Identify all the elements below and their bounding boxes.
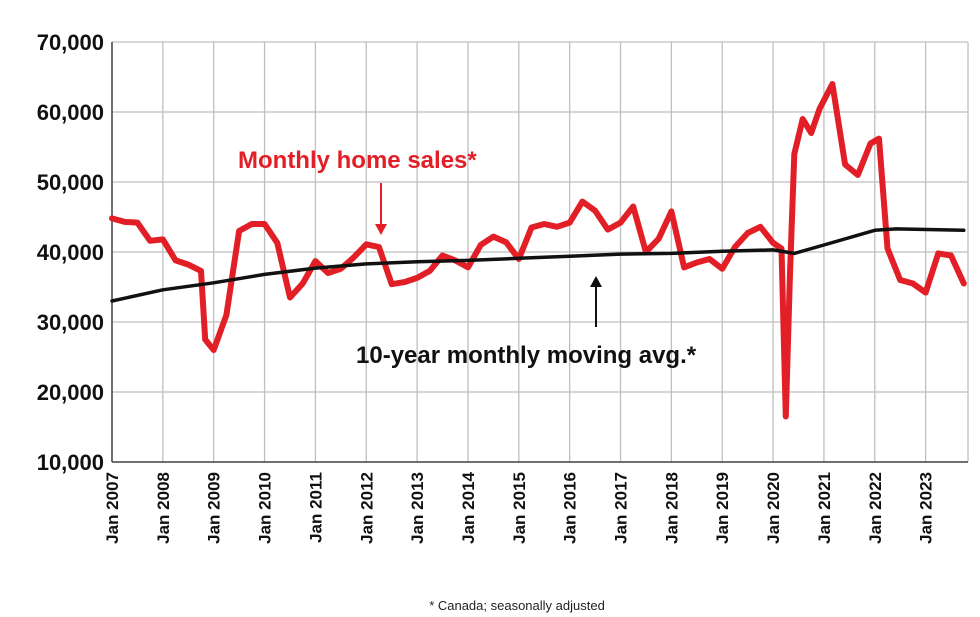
- x-tick-label: Jan 2008: [154, 472, 173, 544]
- x-tick-label: Jan 2015: [510, 472, 529, 544]
- y-tick-label: 30,000: [37, 310, 104, 335]
- x-tick-label: Jan 2018: [662, 472, 681, 544]
- footnote: * Canada; seasonally adjusted: [429, 598, 605, 613]
- annotation-monthly-sales: Monthly home sales*: [238, 147, 477, 174]
- x-tick-label: Jan 2019: [713, 472, 732, 544]
- y-tick-label: 70,000: [37, 30, 104, 55]
- x-tick-label: Jan 2017: [612, 472, 631, 544]
- x-tick-label: Jan 2023: [917, 472, 936, 544]
- x-tick-label: Jan 2022: [866, 472, 885, 544]
- x-tick-label: Jan 2020: [764, 472, 783, 544]
- gridlines: [112, 41, 969, 462]
- y-tick-label: 50,000: [37, 170, 104, 195]
- y-tick-labels: 10,000 20,000 30,000 40,000 50,000 60,000 70,0…: [37, 30, 104, 475]
- series-line-monthly-home-sales: [109, 81, 967, 420]
- series-lines: [109, 81, 967, 420]
- y-tick-label: 20,000: [37, 380, 104, 405]
- x-tick-label: Jan 2009: [205, 472, 224, 544]
- annotation-arrowhead-moving-avg: [590, 276, 602, 287]
- x-tick-label: Jan 2007: [103, 472, 122, 544]
- annotations: Monthly home sales* 10-year monthly movi…: [238, 147, 697, 369]
- y-tick-label: 60,000: [37, 100, 104, 125]
- annotation-moving-avg: 10-year monthly moving avg.*: [356, 342, 697, 369]
- x-tick-label: Jan 2010: [256, 472, 275, 544]
- series-line-moving-average: [110, 227, 966, 303]
- annotation-arrowhead-monthly-sales: [375, 224, 387, 235]
- x-tick-label: Jan 2013: [408, 472, 427, 544]
- x-tick-label: Jan 2014: [459, 471, 478, 543]
- x-tick-label: Jan 2016: [561, 472, 580, 544]
- y-tick-label: 40,000: [37, 240, 104, 265]
- axes: [111, 42, 968, 463]
- x-tick-labels: Jan 2007 Jan 2008 Jan 2009 Jan 2010 Jan 2011…: [103, 471, 936, 543]
- x-tick-label: Jan 2021: [815, 472, 834, 544]
- x-tick-label: Jan 2012: [357, 472, 376, 544]
- y-tick-label: 10,000: [37, 450, 104, 475]
- x-tick-label: Jan 2011: [306, 472, 325, 543]
